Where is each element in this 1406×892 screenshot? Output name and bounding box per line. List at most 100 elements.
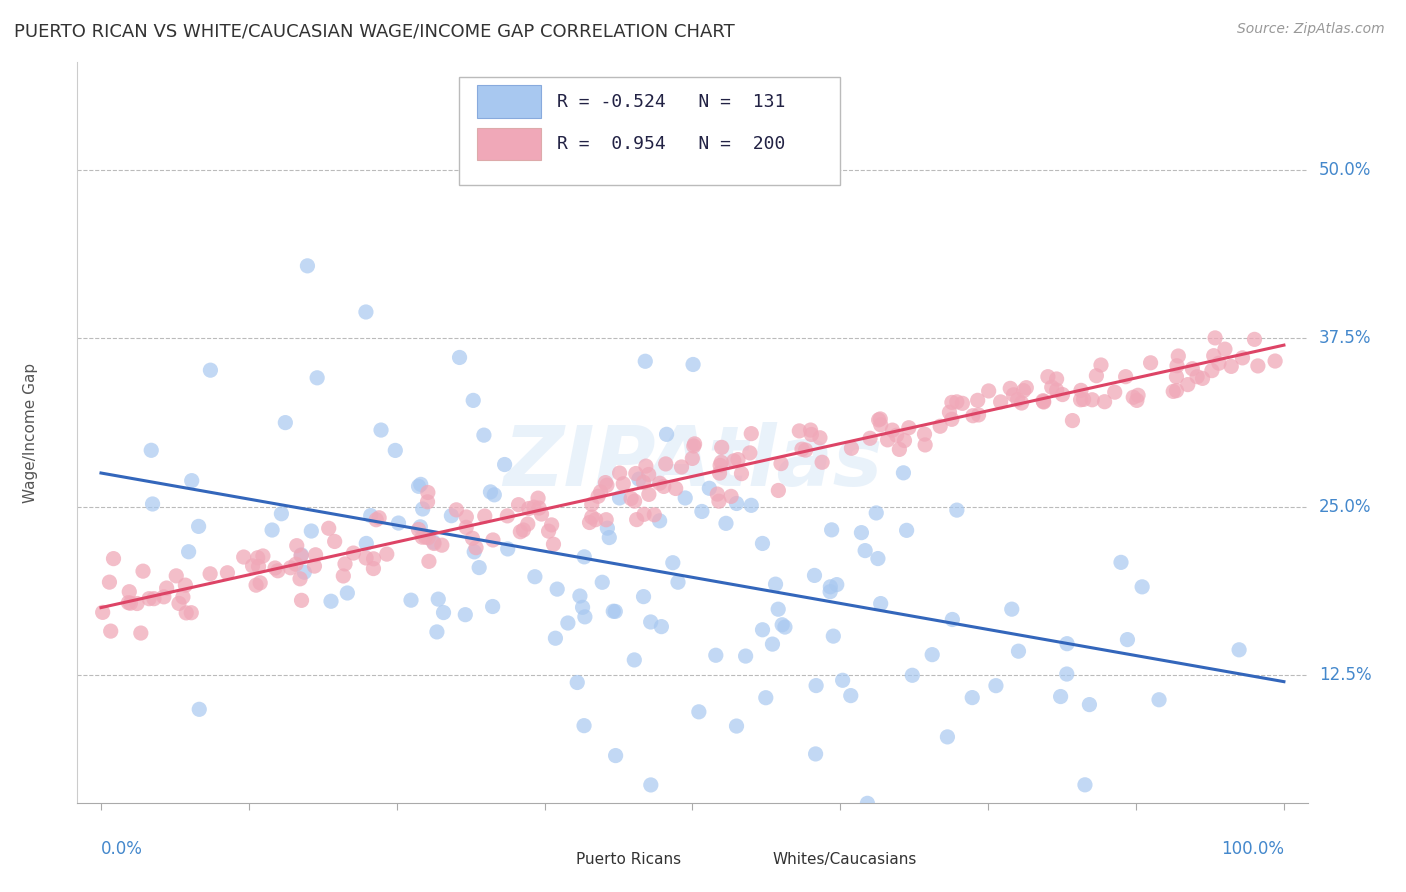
Point: [571, 600, 593, 615]
Point: [1177, 377, 1199, 392]
Point: [120, 596, 142, 610]
Point: [751, 536, 773, 550]
Point: [167, 596, 190, 610]
Point: [1049, 690, 1071, 704]
Point: [868, 413, 890, 427]
Point: [1247, 359, 1270, 373]
Point: [869, 412, 891, 426]
Point: [709, 466, 731, 480]
Point: [765, 577, 787, 591]
Point: [1040, 380, 1063, 394]
Point: [950, 396, 973, 410]
Point: [650, 619, 672, 633]
Point: [1204, 331, 1226, 345]
Text: 100.0%: 100.0%: [1220, 840, 1284, 858]
Point: [118, 584, 141, 599]
Point: [482, 533, 505, 547]
Point: [481, 599, 503, 614]
Point: [876, 433, 898, 447]
Point: [527, 491, 550, 505]
Point: [706, 487, 728, 501]
Point: [472, 428, 495, 442]
Point: [432, 606, 454, 620]
Point: [543, 537, 565, 551]
Point: [605, 604, 627, 618]
Point: [977, 384, 1000, 398]
Point: [586, 489, 609, 503]
Point: [440, 508, 463, 523]
Point: [605, 748, 627, 763]
Point: [652, 479, 675, 493]
Point: [1232, 351, 1254, 365]
Point: [567, 675, 589, 690]
Point: [869, 597, 891, 611]
Point: [620, 491, 643, 506]
Point: [856, 797, 879, 811]
Point: [640, 778, 662, 792]
Point: [527, 501, 550, 516]
Point: [200, 363, 222, 377]
Point: [456, 520, 478, 534]
Point: [1052, 387, 1074, 401]
Point: [245, 578, 267, 592]
Point: [1032, 395, 1054, 409]
Point: [769, 457, 792, 471]
Point: [766, 602, 789, 616]
Point: [1001, 602, 1024, 616]
Point: [627, 472, 650, 486]
Point: [408, 523, 430, 537]
Point: [1130, 580, 1153, 594]
Point: [342, 546, 364, 560]
Point: [581, 497, 603, 511]
Point: [217, 566, 239, 580]
Point: [418, 531, 440, 545]
Point: [474, 509, 496, 524]
Point: [1181, 361, 1204, 376]
Point: [581, 510, 603, 524]
Point: [794, 443, 817, 458]
Point: [811, 455, 834, 469]
Point: [591, 575, 613, 590]
Point: [387, 516, 409, 530]
Point: [280, 560, 302, 574]
Point: [284, 558, 307, 572]
Text: Source: ZipAtlas.com: Source: ZipAtlas.com: [1237, 22, 1385, 37]
Point: [626, 513, 648, 527]
Point: [456, 510, 478, 524]
Point: [270, 507, 292, 521]
Point: [246, 550, 269, 565]
Point: [723, 454, 745, 468]
Point: [285, 539, 308, 553]
FancyBboxPatch shape: [727, 847, 766, 873]
Point: [323, 534, 346, 549]
Point: [354, 551, 377, 566]
Point: [454, 607, 477, 622]
Point: [252, 549, 274, 563]
Point: [727, 452, 749, 467]
Point: [960, 690, 983, 705]
Point: [574, 610, 596, 624]
Point: [640, 615, 662, 629]
Point: [804, 679, 827, 693]
Point: [1012, 384, 1035, 398]
Point: [633, 590, 655, 604]
Point: [1264, 354, 1286, 368]
Point: [574, 549, 596, 564]
Point: [264, 561, 287, 575]
Text: PUERTO RICAN VS WHITE/CAUCASIAN WAGE/INCOME GAP CORRELATION CHART: PUERTO RICAN VS WHITE/CAUCASIAN WAGE/INC…: [14, 22, 735, 40]
Point: [595, 475, 617, 490]
Point: [634, 354, 657, 368]
Point: [512, 523, 534, 537]
Point: [1220, 359, 1243, 374]
Point: [363, 561, 385, 575]
Point: [882, 423, 904, 437]
Point: [1147, 692, 1170, 706]
Point: [851, 525, 873, 540]
Point: [165, 569, 187, 583]
Point: [929, 419, 952, 434]
Point: [418, 554, 440, 568]
Point: [1011, 396, 1033, 410]
Point: [463, 393, 485, 408]
Point: [446, 503, 468, 517]
FancyBboxPatch shape: [477, 128, 541, 161]
